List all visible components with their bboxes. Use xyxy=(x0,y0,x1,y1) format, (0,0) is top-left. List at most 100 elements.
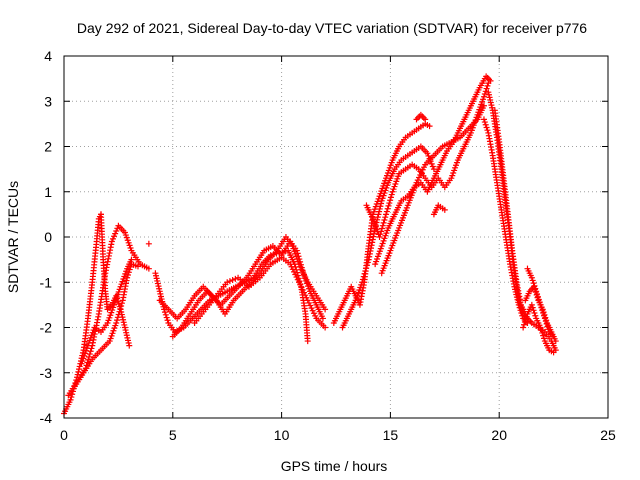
data-point xyxy=(424,150,431,157)
series-trace-22 xyxy=(522,283,559,345)
series-trace-4 xyxy=(71,261,141,390)
data-point xyxy=(382,214,389,221)
data-point xyxy=(114,317,121,324)
data-point xyxy=(484,127,491,134)
data-point xyxy=(385,202,392,209)
data-point xyxy=(134,263,141,270)
data-point xyxy=(480,93,487,100)
data-point xyxy=(387,197,394,204)
data-point xyxy=(528,301,535,308)
x-tick-label: 15 xyxy=(383,427,399,443)
data-point xyxy=(541,335,548,342)
data-point xyxy=(224,279,231,286)
data-point xyxy=(534,294,541,301)
data-point xyxy=(124,274,131,281)
x-axis-label: GPS time / hours xyxy=(281,458,388,474)
data-point xyxy=(363,265,370,272)
data-point xyxy=(383,211,390,218)
x-tick-label: 20 xyxy=(491,427,507,443)
data-point xyxy=(75,368,82,375)
data-point xyxy=(441,206,448,213)
data-point xyxy=(364,262,371,269)
data-point xyxy=(532,289,539,296)
data-point xyxy=(537,324,544,331)
data-point xyxy=(162,311,169,318)
data-point xyxy=(86,351,93,358)
data-point xyxy=(229,276,236,283)
grid xyxy=(64,56,608,418)
data-point xyxy=(482,121,489,128)
data-point xyxy=(117,305,124,312)
data-point xyxy=(67,396,74,403)
y-axis-label: SDTVAR / TECUs xyxy=(5,181,21,293)
data-point xyxy=(540,332,547,339)
data-point xyxy=(529,277,536,284)
data-point xyxy=(429,163,436,170)
data-point xyxy=(113,319,120,326)
data-point xyxy=(108,238,115,245)
data-point xyxy=(322,306,329,313)
data-point xyxy=(126,342,133,349)
data-point xyxy=(377,203,384,210)
data-point xyxy=(540,309,547,316)
data-point xyxy=(533,291,540,298)
data-point xyxy=(550,349,557,356)
data-point xyxy=(378,225,385,232)
data-point xyxy=(380,219,387,226)
data-point xyxy=(362,267,369,274)
data-point xyxy=(528,274,535,281)
data-point xyxy=(520,324,527,331)
x-tick-label: 25 xyxy=(600,427,616,443)
data-point xyxy=(552,338,559,345)
data-point xyxy=(378,228,385,235)
data-point xyxy=(359,276,366,283)
data-point xyxy=(374,216,381,223)
x-tick-label: 5 xyxy=(169,427,177,443)
data-point xyxy=(361,270,368,277)
y-tick-label: 4 xyxy=(44,48,52,64)
data-point xyxy=(112,230,119,237)
data-point xyxy=(532,312,539,319)
data-point xyxy=(543,317,550,324)
data-point xyxy=(322,324,329,331)
data-point xyxy=(86,353,93,360)
series-trace-20 xyxy=(491,107,529,317)
data-point xyxy=(113,227,120,234)
data-point xyxy=(422,116,429,123)
x-tick-label: 0 xyxy=(60,427,68,443)
series-trace-5 xyxy=(78,256,135,367)
data-point xyxy=(531,310,538,317)
series-trace-9 xyxy=(169,234,329,340)
data-point xyxy=(226,278,233,285)
data-point xyxy=(387,194,394,201)
data-point xyxy=(530,307,537,314)
data-point xyxy=(377,231,384,238)
data-point xyxy=(128,256,135,263)
data-point xyxy=(481,119,488,126)
data-point xyxy=(145,240,152,247)
data-point xyxy=(161,309,168,316)
data-point xyxy=(383,208,390,215)
data-point xyxy=(484,82,491,89)
series-trace-23 xyxy=(520,301,557,356)
series-trace-12 xyxy=(339,143,437,331)
x-tick-label: 10 xyxy=(274,427,290,443)
data-point xyxy=(118,300,125,307)
data-point xyxy=(163,314,170,321)
data-point xyxy=(482,88,489,95)
data-point xyxy=(384,205,391,212)
data-point xyxy=(531,286,538,293)
data-point xyxy=(115,311,122,318)
data-point xyxy=(480,116,487,123)
data-point xyxy=(114,314,121,321)
data-point xyxy=(523,313,530,320)
series-trace-16 xyxy=(413,111,429,123)
data-point xyxy=(428,160,435,167)
data-point xyxy=(529,304,536,311)
data-point xyxy=(111,233,118,240)
data-point xyxy=(124,272,131,279)
y-tick-label: 2 xyxy=(44,139,52,155)
data-point xyxy=(481,91,488,98)
data-point xyxy=(378,200,385,207)
